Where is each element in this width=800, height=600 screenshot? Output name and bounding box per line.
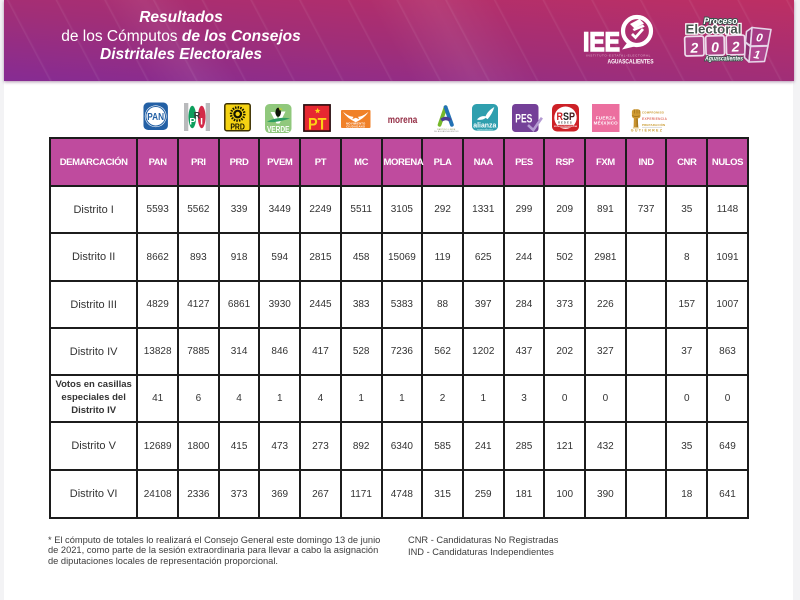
svg-text:INSTITUTO-ESTATAL-ELECTORAL: INSTITUTO-ESTATAL-ELECTORAL [586, 54, 651, 58]
svg-text:AGUASCALIENTES: AGUASCALIENTES [608, 58, 655, 65]
svg-text:aguascalientes: aguascalientes [477, 128, 493, 131]
svg-text:REDES: REDES [558, 121, 573, 124]
svg-text:FUERZA: FUERZA [596, 115, 616, 120]
svg-text:I: I [200, 116, 203, 127]
svg-text:P: P [189, 116, 196, 127]
svg-text:PARTIDO LIBRE: PARTIDO LIBRE [437, 128, 456, 131]
svg-text:PREPARACIÓN: PREPARACIÓN [642, 122, 665, 127]
svg-text:Proceso: Proceso [704, 16, 738, 27]
svg-text:R: R [194, 110, 201, 120]
svg-text:PRD: PRD [230, 121, 245, 131]
svg-text:MÉ﴾X﴿ICO: MÉ﴾X﴿ICO [594, 118, 619, 125]
svg-text:PT: PT [307, 115, 326, 133]
svg-text:PES: PES [515, 113, 532, 125]
svg-text:RSP: RSP [556, 110, 575, 122]
svg-text:2: 2 [689, 40, 698, 56]
svg-text:morena: morena [388, 114, 418, 126]
svg-text:CIUDADANO: CIUDADANO [346, 124, 365, 128]
svg-text:alianza: alianza [473, 122, 496, 129]
svg-text:SOCIALES PROGRESISTAS: SOCIALES PROGRESISTAS [553, 124, 576, 127]
svg-text:IEE: IEE [583, 27, 620, 57]
svg-text:EXPERIENCIA: EXPERIENCIA [642, 117, 667, 121]
svg-text:MOVIMIENTO: MOVIMIENTO [346, 122, 365, 126]
svg-text:1: 1 [753, 49, 761, 62]
svg-text:0: 0 [755, 32, 764, 45]
svg-text:Electoral: Electoral [686, 21, 742, 36]
svg-text:0: 0 [711, 39, 719, 55]
svg-text:Aguascalientes: Aguascalientes [704, 56, 743, 63]
svg-text:PAN: PAN [147, 112, 164, 123]
svg-text:DE AGUASCALIENTES: DE AGUASCALIENTES [434, 130, 459, 133]
svg-text:GUTIÉRREZ: GUTIÉRREZ [631, 127, 663, 132]
svg-text:VERDE: VERDE [267, 124, 290, 133]
svg-text:COMPROMISO: COMPROMISO [642, 111, 665, 115]
svg-text:2: 2 [731, 38, 740, 54]
